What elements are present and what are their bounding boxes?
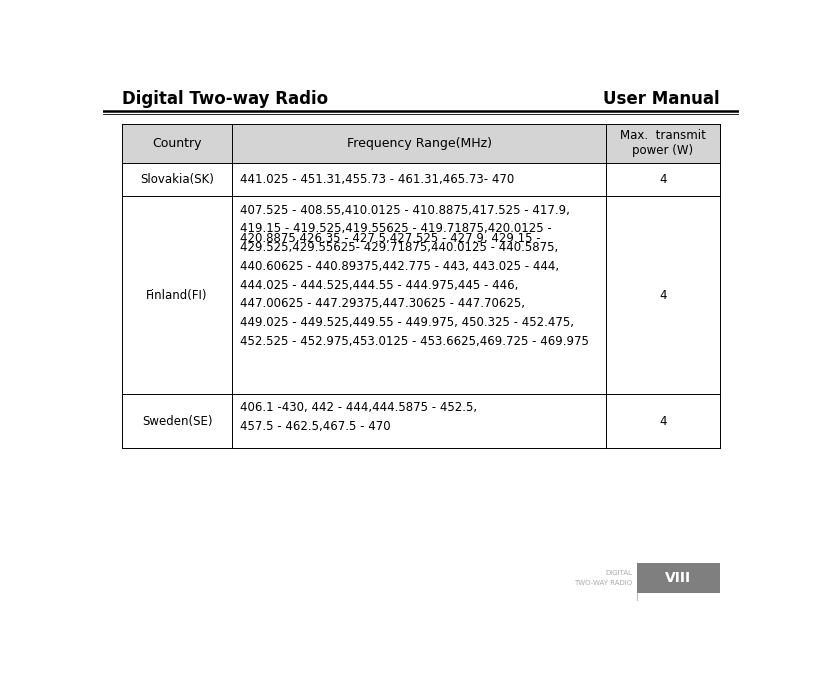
Text: User Manual: User Manual	[603, 90, 720, 108]
Text: Frequency Range(MHz): Frequency Range(MHz)	[346, 136, 492, 150]
Text: 447.00625 - 447.29375,447.30625 - 447.70625,: 447.00625 - 447.29375,447.30625 - 447.70…	[240, 297, 525, 310]
Text: 449.025 - 449.525,449.55 - 449.975, 450.325 - 452.475,: 449.025 - 449.525,449.55 - 449.975, 450.…	[240, 316, 574, 329]
Text: 444.025 - 444.525,444.55 - 444.975,445 - 446,: 444.025 - 444.525,444.55 - 444.975,445 -…	[240, 279, 518, 292]
Text: 407.525 - 408.55,410.0125 - 410.8875,417.525 - 417.9,: 407.525 - 408.55,410.0125 - 410.8875,417…	[240, 204, 570, 217]
Text: 420.8875,426.35 - 427.5,427.525 - 427.9, 429.15 -: 420.8875,426.35 - 427.5,427.525 - 427.9,…	[240, 232, 540, 245]
Text: 419.15 - 419.525,419.55625 - 419.71875,420.0125 -: 419.15 - 419.525,419.55625 - 419.71875,4…	[240, 222, 552, 236]
Text: 440.60625 - 440.89375,442.775 - 443, 443.025 - 444,: 440.60625 - 440.89375,442.775 - 443, 443…	[240, 260, 559, 273]
Text: Finland(FI): Finland(FI)	[146, 289, 208, 302]
Text: Digital Two-way Radio: Digital Two-way Radio	[122, 90, 328, 108]
Text: Country: Country	[152, 136, 202, 150]
Text: DIGITAL: DIGITAL	[605, 570, 632, 576]
Text: Sweden(SE): Sweden(SE)	[142, 414, 213, 428]
Text: 4: 4	[659, 173, 667, 186]
Text: 406.1 -430, 442 - 444,444.5875 - 452.5,: 406.1 -430, 442 - 444,444.5875 - 452.5,	[240, 401, 477, 414]
Text: 429.525,429.55625- 429.71875,440.0125 - 440.5875,: 429.525,429.55625- 429.71875,440.0125 - …	[240, 241, 558, 254]
Text: 441.025 - 451.31,455.73 - 461.31,465.73- 470: 441.025 - 451.31,455.73 - 461.31,465.73-…	[240, 173, 514, 186]
Text: VIII: VIII	[665, 571, 691, 585]
Text: Max.  transmit
power (W): Max. transmit power (W)	[620, 129, 706, 157]
Text: 4: 4	[659, 289, 667, 302]
Text: 452.525 - 452.975,453.0125 - 453.6625,469.725 - 469.975: 452.525 - 452.975,453.0125 - 453.6625,46…	[240, 335, 589, 348]
Bar	[637, 564, 720, 593]
Text: 457.5 - 462.5,467.5 - 470: 457.5 - 462.5,467.5 - 470	[240, 420, 391, 433]
Text: TWO-WAY RADIO: TWO-WAY RADIO	[574, 580, 632, 586]
Text: Slovakia(SK): Slovakia(SK)	[140, 173, 214, 186]
Bar	[122, 124, 720, 163]
Text: 4: 4	[659, 414, 667, 428]
